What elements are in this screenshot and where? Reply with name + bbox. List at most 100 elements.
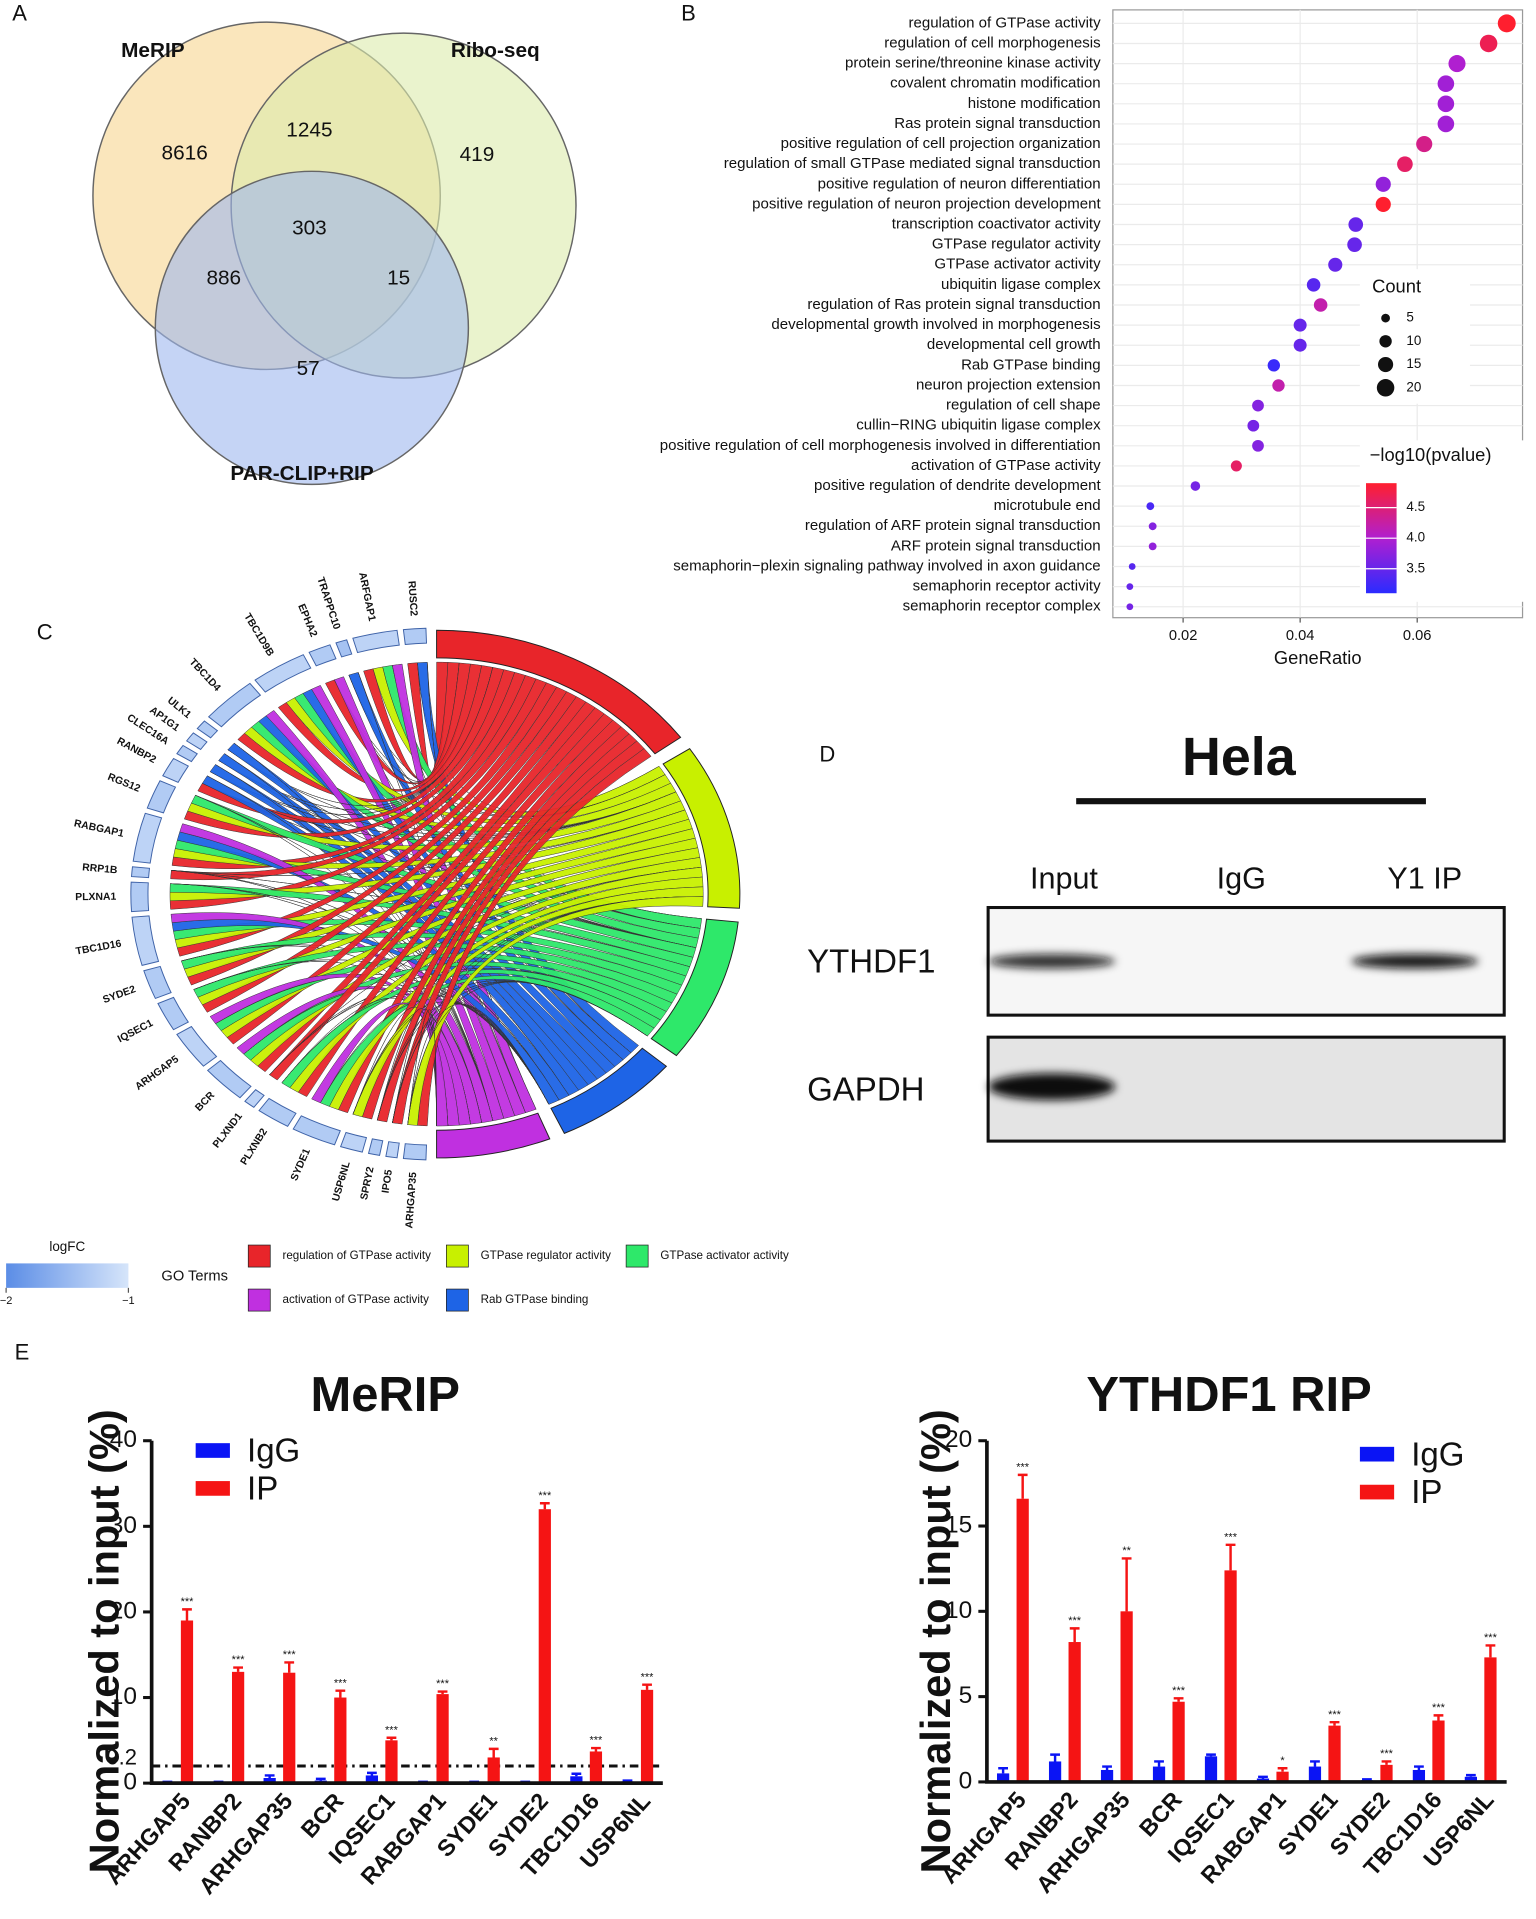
logfc-bar	[6, 1263, 129, 1288]
bar	[1224, 1570, 1237, 1782]
panel-label: D	[819, 742, 835, 767]
gene-arc	[258, 1097, 297, 1127]
bar	[538, 1509, 551, 1784]
gene-arc	[143, 965, 172, 1000]
category-label: covalent chromatin modification	[890, 75, 1101, 92]
dot	[1306, 278, 1321, 292]
x-axis-label: GeneRatio	[1274, 647, 1362, 668]
significance: ***	[1432, 1702, 1446, 1714]
error-bar	[233, 1666, 243, 1672]
bar	[1380, 1764, 1393, 1782]
gene-arc	[130, 866, 151, 879]
gene-label: RGS12	[106, 772, 142, 795]
category-label: positive regulation of neuron differenti…	[818, 175, 1101, 192]
category-label: regulation of Ras protein signal transdu…	[807, 296, 1100, 313]
gene-arc	[244, 1089, 265, 1108]
bar	[385, 1740, 398, 1784]
ribbon	[311, 1002, 449, 1127]
panel-label: E	[15, 1340, 30, 1365]
bar	[365, 1775, 379, 1784]
error-bar	[437, 1690, 448, 1695]
set-label: PAR-CLIP+RIP	[230, 462, 373, 485]
dot	[1397, 156, 1413, 172]
dot	[1497, 14, 1516, 33]
error-bar	[1173, 1697, 1184, 1702]
color-tick-label: 3.5	[1406, 560, 1425, 575]
bar	[334, 1697, 347, 1784]
gene-arc	[367, 1138, 384, 1156]
lane-label: Y1 IP	[1387, 862, 1462, 896]
bar	[487, 1757, 500, 1784]
category-label: positive regulation of cell morphogenesi…	[660, 437, 1101, 454]
error-bar	[1485, 1644, 1496, 1658]
band	[1165, 954, 1292, 969]
significance: ***	[283, 1649, 297, 1661]
dot	[1230, 460, 1242, 472]
term-legend-label: Rab GTPase binding	[481, 1293, 589, 1306]
y-tick-label: 0	[959, 1767, 973, 1794]
x-tick-label: 0.04	[1286, 628, 1315, 644]
error-bar	[1102, 1765, 1112, 1770]
gene-arc	[207, 682, 262, 728]
error-bar	[1121, 1557, 1132, 1612]
gene-arc	[339, 1131, 368, 1153]
gene-arc	[385, 1141, 400, 1159]
gene-arc	[176, 744, 198, 763]
error-bar	[571, 1772, 582, 1777]
band	[1165, 1073, 1292, 1100]
gene-arc	[132, 812, 163, 864]
region-count: 303	[292, 216, 327, 239]
dot	[1293, 338, 1307, 352]
category-label: semaphorin receptor activity	[913, 578, 1101, 595]
error-bar	[1310, 1760, 1320, 1767]
dot	[1416, 135, 1433, 153]
region-count: 15	[387, 266, 410, 289]
size-legend-label: 10	[1406, 333, 1421, 348]
dot	[1347, 237, 1362, 252]
dot	[1448, 55, 1466, 73]
significance: ***	[1068, 1615, 1082, 1627]
category-label: activation of GTPase activity	[911, 457, 1101, 474]
dot	[1148, 542, 1157, 551]
y-tick-label: 20	[945, 1426, 972, 1453]
significance: ***	[181, 1596, 195, 1608]
dot	[1293, 318, 1307, 332]
bar	[1068, 1642, 1081, 1782]
dot	[1272, 379, 1285, 392]
gene-arc	[402, 627, 428, 645]
error-bar	[1362, 1778, 1372, 1781]
term-swatch	[446, 1288, 469, 1312]
term-swatch	[247, 1244, 271, 1268]
dot	[1252, 399, 1264, 412]
color-tick-label: 4.0	[1406, 530, 1425, 545]
ribbon	[363, 662, 460, 781]
term-arc	[436, 1112, 551, 1159]
error-bar	[1465, 1773, 1476, 1777]
significance: ***	[538, 1490, 552, 1502]
size-legend-dot	[1376, 379, 1395, 397]
error-bar	[998, 1767, 1008, 1774]
gene-label: EPHA2	[295, 603, 319, 639]
bar	[263, 1778, 276, 1784]
panel-label: C	[37, 619, 53, 644]
size-legend-label: 5	[1406, 310, 1413, 325]
ribbon	[269, 707, 605, 1081]
dot	[1126, 583, 1134, 591]
significance: ***	[590, 1735, 604, 1747]
significance: ***	[1172, 1685, 1186, 1697]
legend-label: IgG	[1411, 1435, 1464, 1472]
category-label: semaphorin receptor complex	[903, 598, 1101, 615]
category-label: cullin−RING ubiquitin ligase complex	[856, 417, 1101, 434]
significance: ***	[436, 1678, 450, 1690]
dot	[1348, 217, 1364, 232]
ribbon	[179, 823, 494, 1123]
dot	[1313, 298, 1328, 312]
dot	[1437, 115, 1455, 133]
error-bar	[1206, 1753, 1216, 1757]
significance: ***	[1328, 1709, 1342, 1721]
legend-label: IP	[1411, 1473, 1442, 1510]
significance: ***	[641, 1671, 655, 1683]
term-arc	[650, 918, 739, 1057]
error-bar	[591, 1746, 601, 1752]
